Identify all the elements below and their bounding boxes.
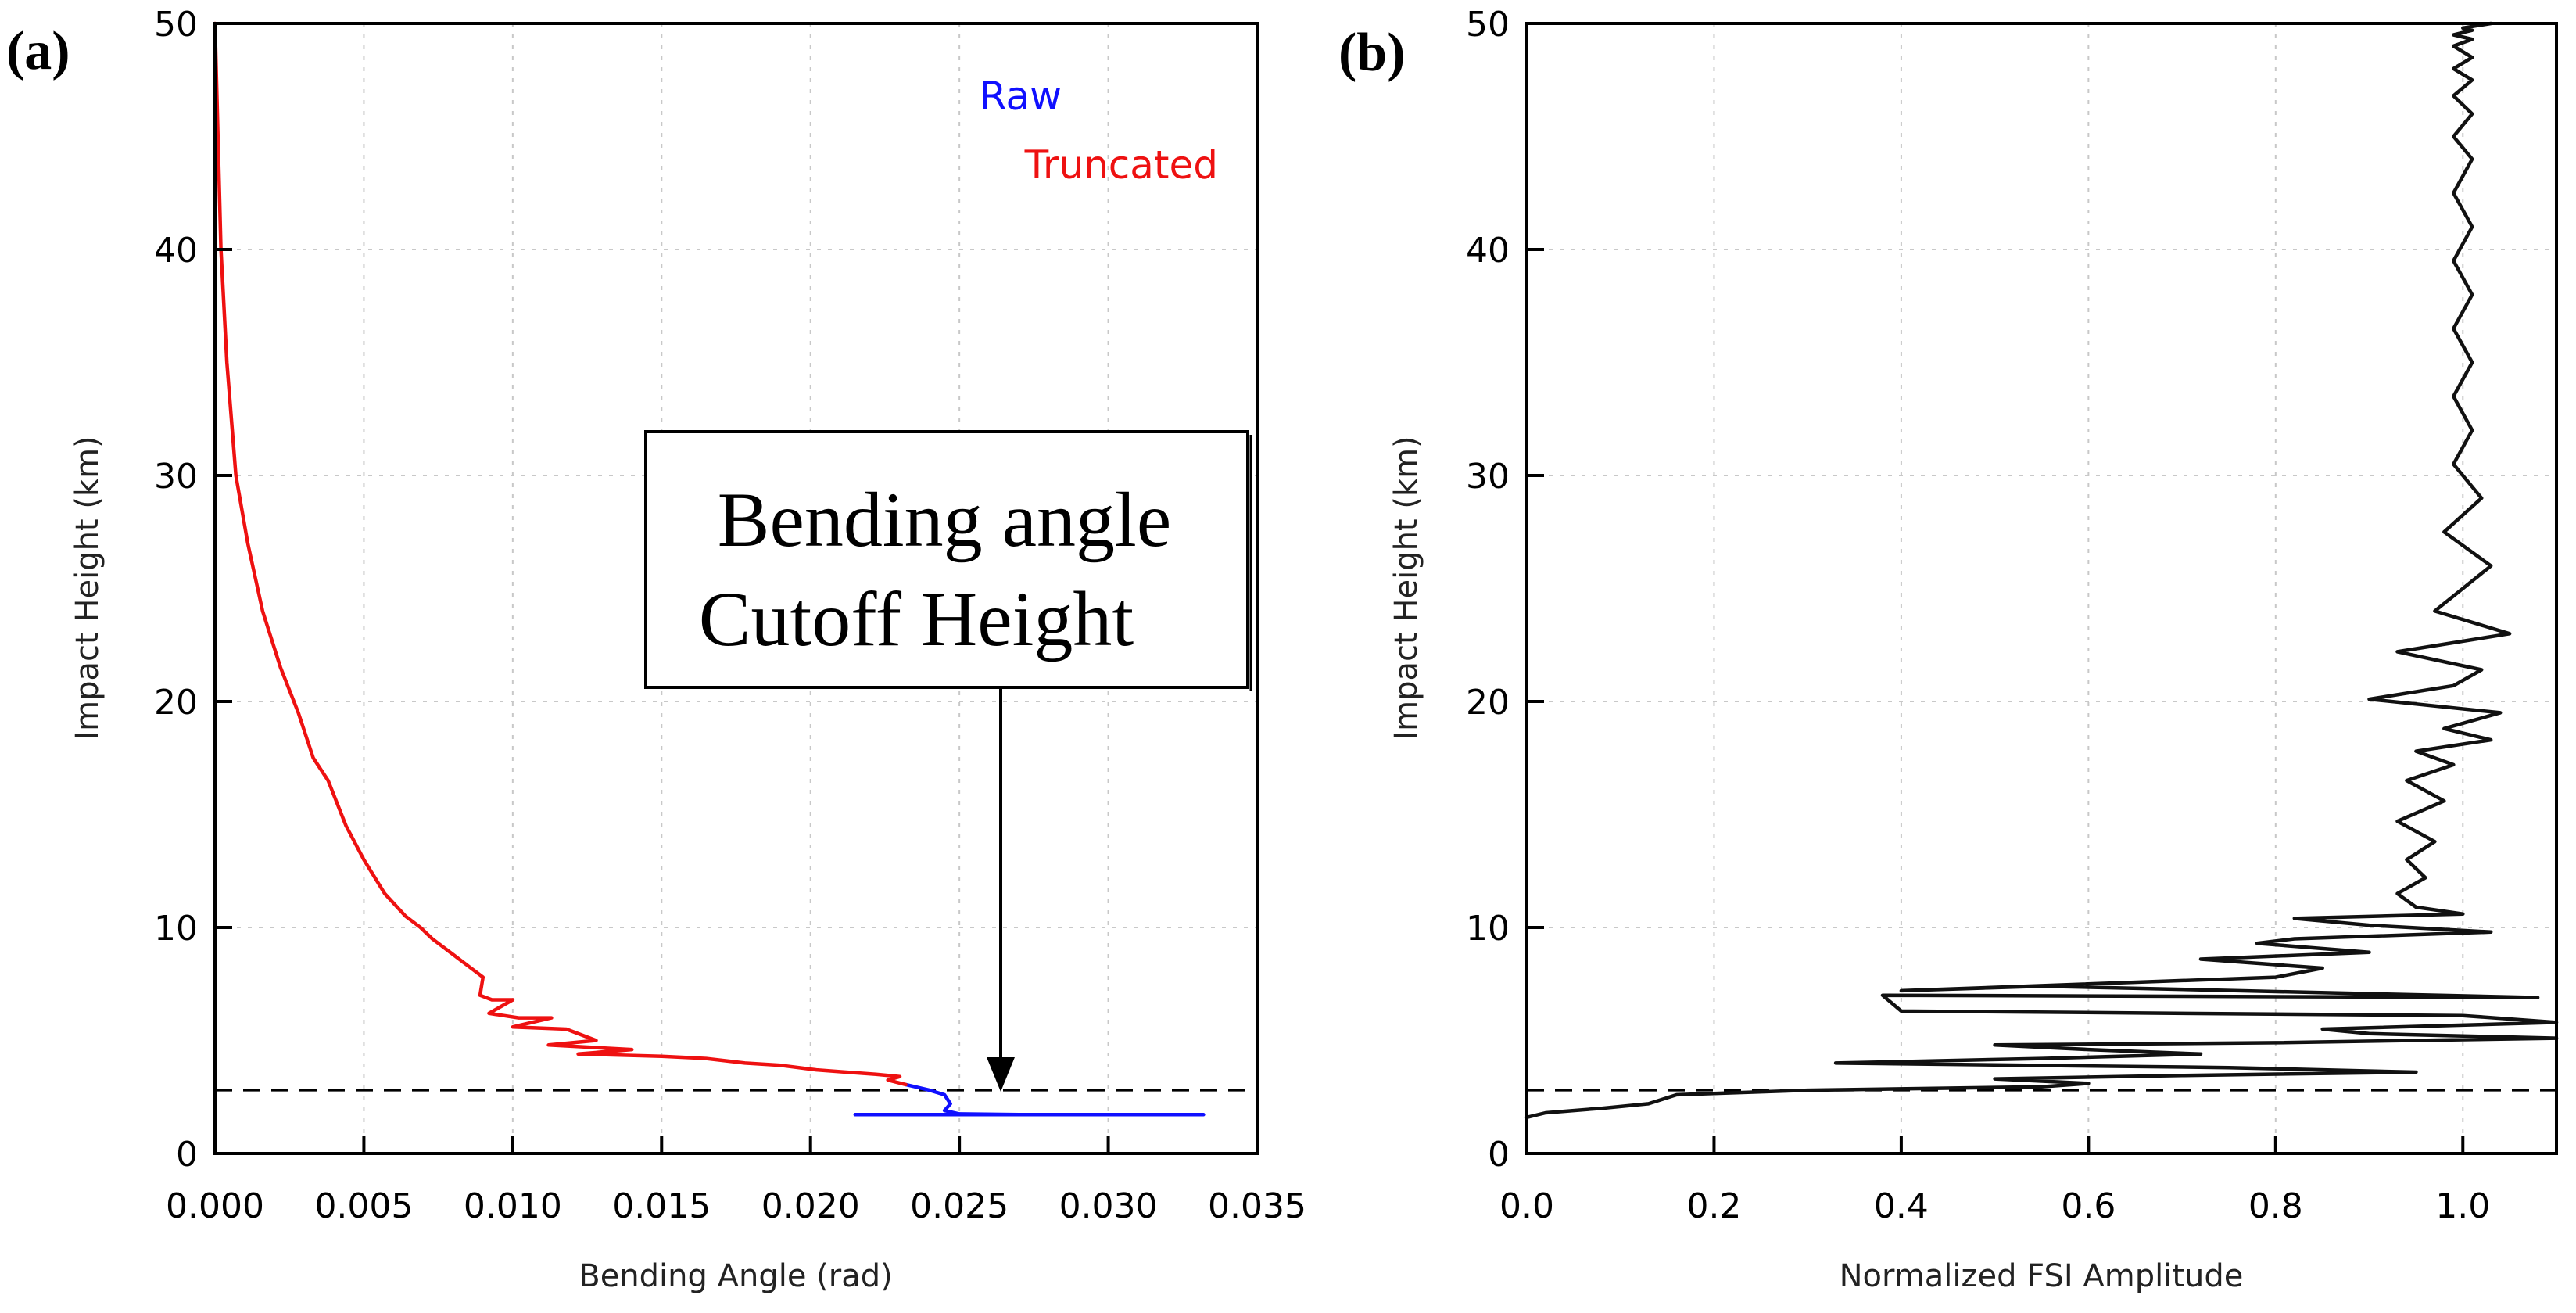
x-tick-label: 0.035 — [1208, 1186, 1306, 1226]
x-tick-label: 0.0 — [1499, 1186, 1554, 1226]
x-tick-label: 0.010 — [464, 1186, 562, 1226]
x-tick-label: 0.4 — [1874, 1186, 1929, 1226]
x-tick-label: 0.2 — [1686, 1186, 1741, 1226]
y-tick-label: 50 — [154, 5, 198, 45]
y-tick-label: 30 — [1466, 457, 1510, 497]
x-tick-label: 0.005 — [314, 1186, 413, 1226]
y-tick-label: 0 — [176, 1135, 198, 1175]
legend-truncated: Truncated — [1024, 142, 1218, 188]
series-line-raw — [853, 1082, 1206, 1117]
y-tick-label: 40 — [154, 231, 198, 271]
y-tick-label: 10 — [154, 909, 198, 949]
panel-b-y-axis-title: Impact Height (km) — [1388, 436, 1424, 740]
panel-a-x-tick-labels: 0.000 0.005 0.010 0.015 0.020 0.025 0.030 0.035 — [166, 1186, 1306, 1226]
y-tick-label: 20 — [154, 683, 198, 723]
panel-b-y-tick-labels: 0 10 20 30 40 50 — [1466, 5, 1510, 1175]
panel-a-ticks — [213, 22, 1259, 1155]
y-tick-label: 0 — [1488, 1135, 1510, 1175]
panel-b-label: (b) — [1338, 23, 1406, 83]
panel-b: (b) 0.0 0.2 0.4 0.6 0.8 1.0 0 10 20 30 40 50 Norma… — [1338, 5, 2559, 1294]
panel-b-series — [1524, 21, 2559, 1120]
x-tick-label: 0.020 — [761, 1186, 860, 1226]
y-tick-label: 30 — [154, 457, 198, 497]
annotation-line-2: Cutoff Height — [699, 576, 1134, 662]
y-tick-label: 40 — [1466, 231, 1510, 271]
y-tick-label: 50 — [1466, 5, 1510, 45]
panel-a-y-axis-title: Impact Height (km) — [70, 436, 106, 740]
x-tick-label: 0.8 — [2248, 1186, 2303, 1226]
panel-a-label: (a) — [6, 21, 70, 81]
panel-a-x-axis-title: Bending Angle (rad) — [579, 1258, 892, 1294]
x-tick-label: 0.030 — [1059, 1186, 1158, 1226]
x-tick-label: 1.0 — [2435, 1186, 2490, 1226]
x-tick-label: 0.000 — [166, 1186, 264, 1226]
panel-a-series — [213, 21, 1206, 1117]
y-tick-label: 20 — [1466, 683, 1510, 723]
panel-b-frame — [1525, 22, 2558, 1155]
annotation-box — [644, 430, 1249, 689]
x-tick-label: 0.015 — [612, 1186, 711, 1226]
annotation-arrow-head-icon — [987, 1057, 1015, 1092]
panel-b-x-tick-labels: 0.0 0.2 0.4 0.6 0.8 1.0 — [1499, 1186, 2490, 1226]
series-line-fsi-amplitude — [1524, 21, 2559, 1120]
panel-b-ticks — [1525, 22, 2465, 1155]
panel-a: (a) 0.000 0.005 0.010 0.015 0.020 0.025 0.030 0… — [6, 5, 1306, 1294]
series-line-truncated — [213, 21, 908, 1087]
panel-a-y-tick-labels: 0 10 20 30 40 50 — [154, 5, 198, 1175]
x-tick-label: 0.6 — [2061, 1186, 2116, 1226]
annotation-line-1: Bending angle — [718, 476, 1171, 563]
legend-raw: Raw — [980, 74, 1062, 119]
panel-b-x-axis-title: Normalized FSI Amplitude — [1840, 1258, 2244, 1294]
x-tick-label: 0.025 — [910, 1186, 1009, 1226]
panel-a-frame — [213, 22, 1259, 1155]
y-tick-label: 10 — [1466, 909, 1510, 949]
